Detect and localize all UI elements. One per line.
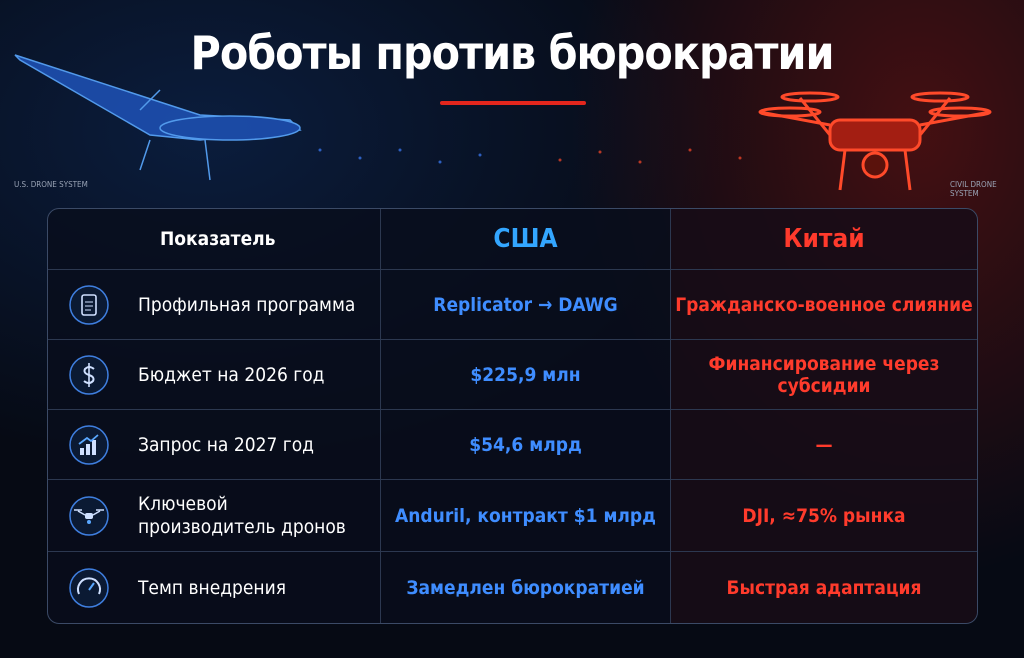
row-label-cell: Темп внедрения	[48, 551, 381, 623]
china-cell: Финансирование через субсидии	[671, 339, 977, 409]
row-label: Темп внедрения	[138, 576, 286, 599]
comparison-table: Показатель США Китай Профильная программ…	[47, 208, 978, 624]
icon-gauge	[69, 567, 109, 608]
row-label-cell: Профильная программа	[48, 269, 381, 339]
title: Роботы против бюрократии	[190, 26, 835, 80]
column-header: Показатель	[48, 209, 381, 269]
us-drone	[14, 54, 302, 181]
cn-drone	[758, 91, 992, 191]
header-art	[14, 54, 992, 191]
row-label-cell: Ключевой производитель дронов	[48, 479, 381, 551]
icon-growth	[69, 424, 109, 465]
row-label-cell: Бюджет на 2026 год	[48, 339, 381, 409]
china-cell: Гражданско-военное слияние	[671, 269, 977, 339]
usa-cell: Замедлен бюрократией	[381, 551, 671, 623]
caption: CIVIL DRONE SYSTEM	[950, 180, 997, 198]
usa-cell: $225,9 млн	[381, 339, 671, 409]
china-cell: DJI, ≈75% рынка	[671, 479, 977, 551]
usa-cell: Replicator → DAWG	[381, 269, 671, 339]
icon-clipboard	[69, 284, 109, 325]
china-cell: Быстрая адаптация	[671, 551, 977, 623]
row-label: Запрос на 2027 год	[138, 433, 315, 456]
particles	[318, 148, 482, 164]
particles	[558, 148, 742, 164]
usa-cell: $54,6 млрд	[381, 409, 671, 479]
row-label: Профильная программа	[138, 293, 356, 316]
row-label: Бюджет на 2026 год	[138, 363, 325, 386]
china-cell: —	[671, 409, 977, 479]
column-header: США	[381, 209, 671, 269]
row-label: Ключевой производитель дронов	[138, 492, 346, 538]
caption: U.S. DRONE SYSTEM	[14, 180, 88, 189]
column-header: Китай	[671, 209, 977, 269]
title-underline	[440, 101, 586, 105]
icon-drone	[69, 495, 109, 536]
usa-cell: Anduril, контракт $1 млрд	[381, 479, 671, 551]
icon-dollar	[69, 354, 109, 395]
row-label-cell: Запрос на 2027 год	[48, 409, 381, 479]
